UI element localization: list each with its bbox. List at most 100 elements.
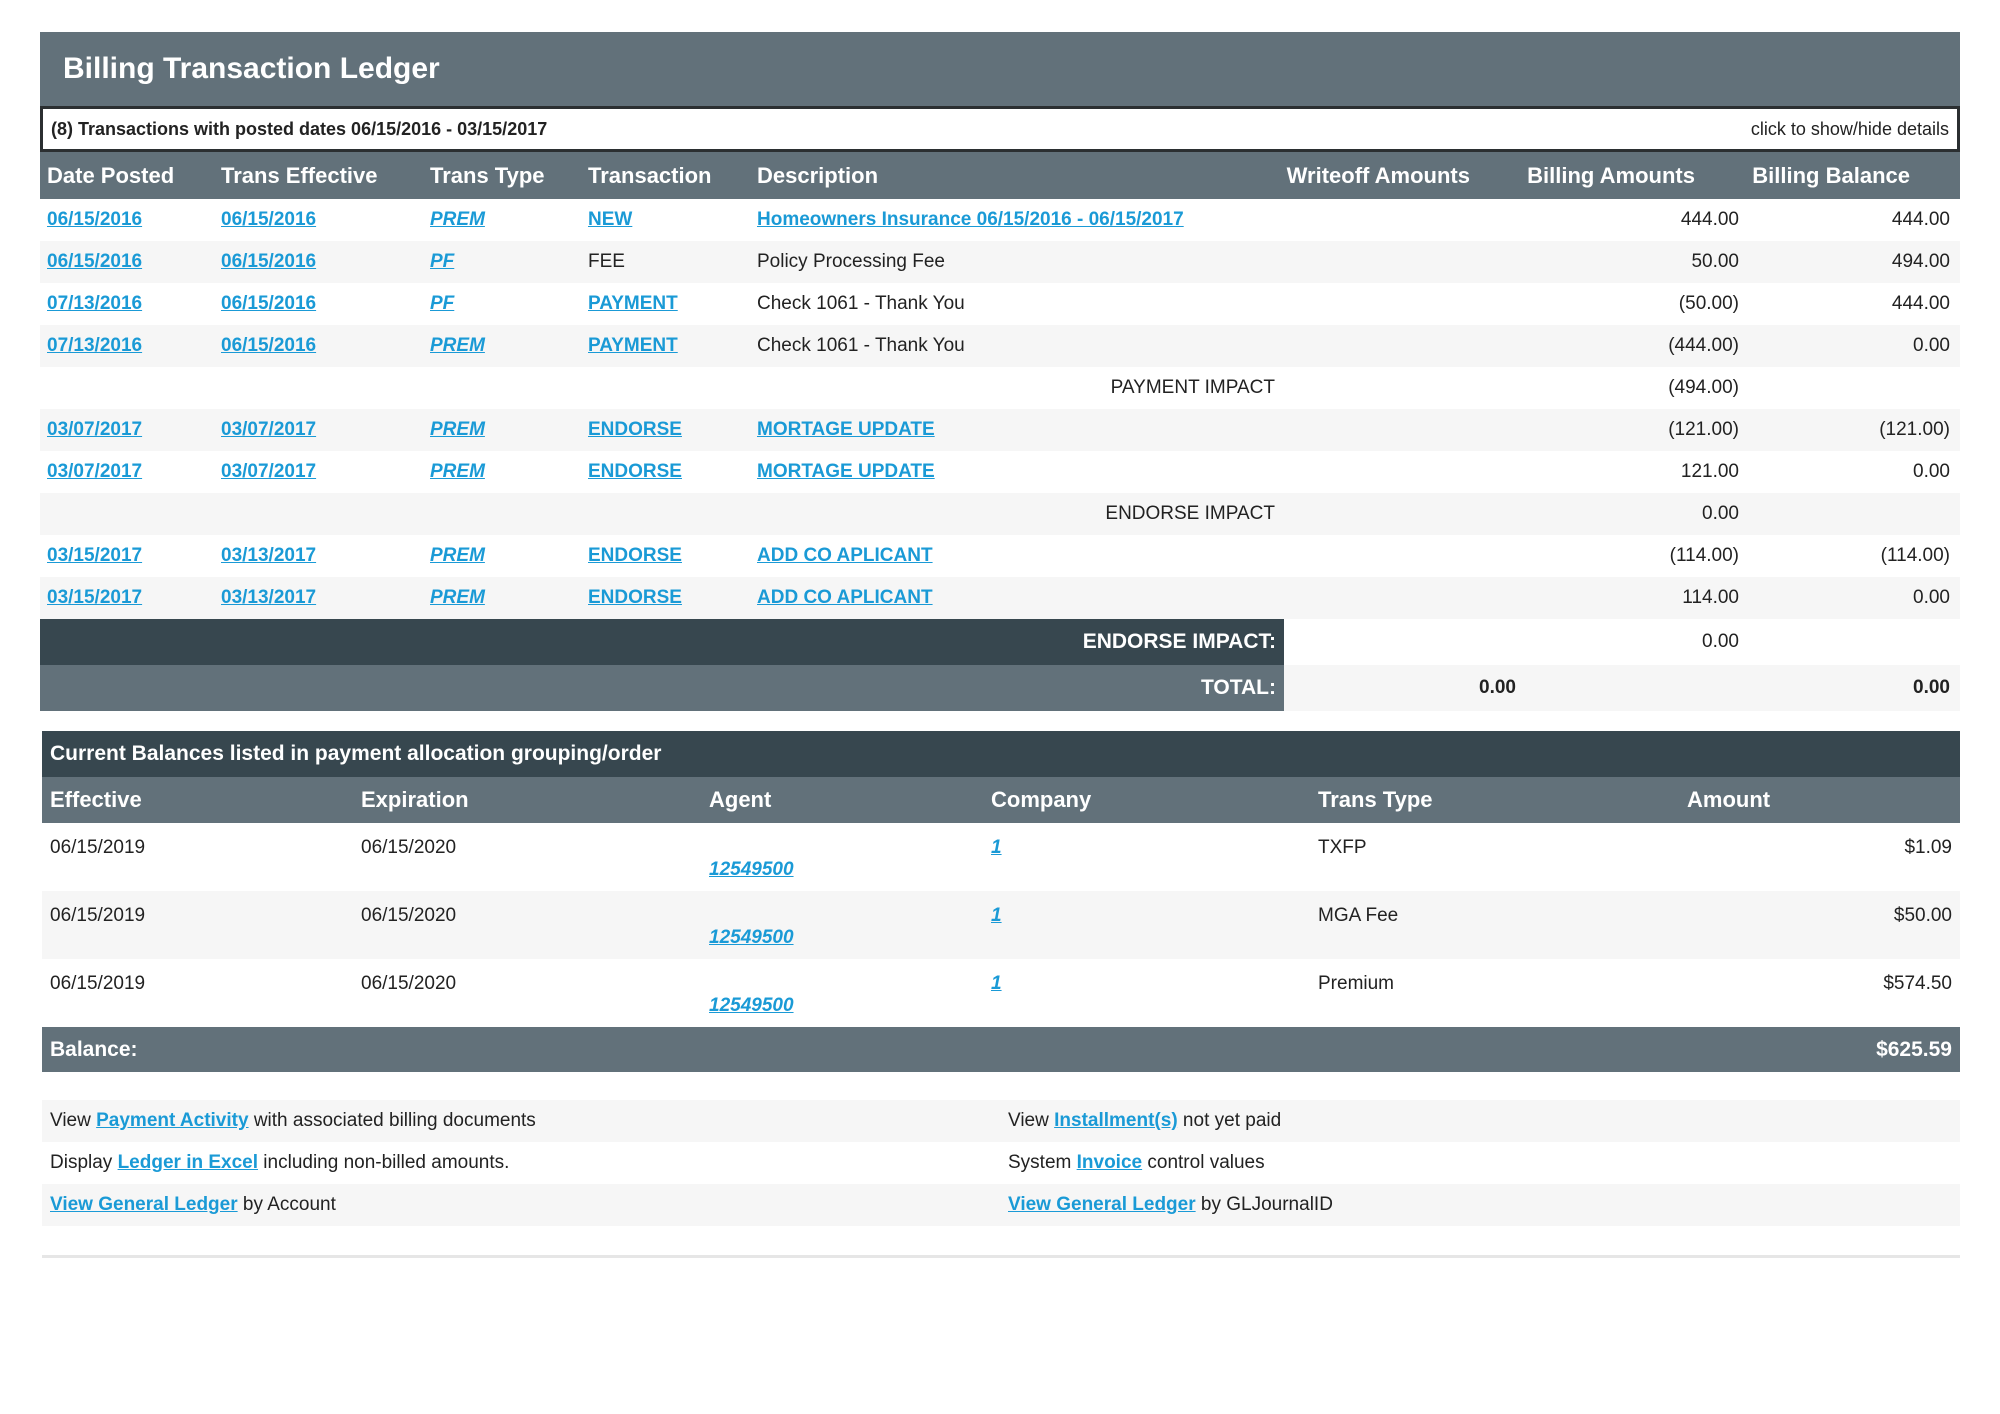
date-posted-link[interactable]: 03/07/2017 [47, 419, 143, 440]
billing-balance: 0.00 [1913, 335, 1950, 356]
col-date-posted: Date Posted [47, 163, 175, 188]
expiration: 06/15/2020 [361, 905, 457, 926]
ledger-in-excel-link[interactable]: Ledger in Excel [117, 1152, 259, 1173]
link-suffix: by Account [237, 1194, 336, 1215]
payment-activity-link[interactable]: Payment Activity [96, 1110, 249, 1131]
links-row: View Payment Activity with associated bi… [42, 1100, 1960, 1142]
view-general-ledger-link[interactable]: View General Ledger [50, 1194, 238, 1215]
amount: $574.50 [1883, 973, 1952, 994]
billing-amount: (444.00) [1668, 335, 1739, 356]
billing-balance: (114.00) [1880, 545, 1950, 566]
company-link[interactable]: 1 [991, 837, 1002, 858]
date-posted-link[interactable]: 06/15/2016 [47, 209, 143, 230]
col-trans-effective: Trans Effective [221, 163, 378, 188]
col-trans-type: Trans Type [1318, 787, 1433, 812]
impact-row: PAYMENT IMPACT (494.00) [40, 367, 1960, 409]
trans-effective-link[interactable]: 06/15/2016 [221, 335, 317, 356]
col-billing-balance: Billing Balance [1752, 163, 1910, 188]
effective: 06/15/2019 [50, 905, 146, 926]
date-posted-link[interactable]: 07/13/2016 [47, 293, 143, 314]
link-item: View General Ledger by GLJournalID [1008, 1184, 1333, 1226]
trans-effective-link[interactable]: 06/15/2016 [221, 251, 317, 272]
trans-effective-link[interactable]: 03/13/2017 [221, 545, 317, 566]
trans-type: MGA Fee [1318, 905, 1399, 926]
trans-effective-link[interactable]: 03/13/2017 [221, 587, 317, 608]
link-suffix: with associated billing documents [248, 1110, 536, 1131]
trans-type-link[interactable]: PF [430, 293, 455, 314]
transaction-link[interactable]: NEW [588, 209, 633, 230]
link-item: View Payment Activity with associated bi… [50, 1100, 536, 1142]
trans-type-link[interactable]: PREM [430, 461, 485, 482]
agent-link[interactable]: 12549500 [709, 995, 794, 1016]
description-link[interactable]: MORTAGE UPDATE [757, 461, 935, 482]
company-link[interactable]: 1 [991, 973, 1002, 994]
description-link[interactable]: ADD CO APLICANT [757, 587, 933, 608]
agent-link[interactable]: 12549500 [709, 859, 794, 880]
trans-type-link[interactable]: PREM [430, 545, 485, 566]
transactions-count: (8) Transactions with posted dates 06/15… [51, 118, 548, 139]
date-posted-link[interactable]: 07/13/2016 [47, 335, 143, 356]
view-general-ledger-link[interactable]: View General Ledger [1008, 1194, 1196, 1215]
billing-balance: 494.00 [1891, 251, 1950, 272]
transaction-link[interactable]: ENDORSE [588, 545, 682, 566]
table-row: 07/13/2016 06/15/2016 PF PAYMENT Check 1061 … [40, 283, 1960, 325]
total-summary: TOTAL: 0.00 0.00 [40, 665, 1960, 711]
toggle-details-link[interactable]: click to show/hide details [1750, 118, 1949, 139]
billing-ledger: Billing Transaction Ledger (8) Transacti… [40, 32, 1960, 711]
transaction-link[interactable]: ENDORSE [588, 461, 682, 482]
trans-type-link[interactable]: PF [430, 251, 455, 272]
col-trans-type: Trans Type [430, 163, 545, 188]
current-balances: Current Balances listed in payment alloc… [42, 731, 1960, 1072]
date-posted-link[interactable]: 03/15/2017 [47, 587, 143, 608]
date-posted-link[interactable]: 06/15/2016 [47, 251, 143, 272]
date-posted-link[interactable]: 03/15/2017 [47, 545, 143, 566]
billing-balance: 0.00 [1913, 461, 1950, 482]
transactions-summary-bar[interactable]: (8) Transactions with posted dates 06/15… [40, 106, 1960, 152]
invoice-link[interactable]: Invoice [1076, 1152, 1143, 1173]
trans-effective-link[interactable]: 06/15/2016 [221, 293, 317, 314]
transaction-link[interactable]: PAYMENT [588, 335, 678, 356]
agent-link[interactable]: 12549500 [709, 927, 794, 948]
transaction-link[interactable]: PAYMENT [588, 293, 678, 314]
col-agent: Agent [709, 787, 772, 812]
transaction: FEE [588, 251, 625, 272]
trans-type-link[interactable]: PREM [430, 419, 485, 440]
col-writeoff: Writeoff Amounts [1286, 163, 1470, 188]
trans-type-link[interactable]: PREM [430, 209, 485, 230]
balances-header: Effective Expiration Agent Company Trans… [42, 777, 1960, 823]
table-row: 06/15/2016 06/15/2016 PF FEE Policy Processi… [40, 241, 1960, 283]
total-balance: 0.00 [1913, 677, 1950, 698]
link-suffix: not yet paid [1177, 1110, 1282, 1131]
link-prefix: System [1008, 1152, 1077, 1173]
trans-effective-link[interactable]: 03/07/2017 [221, 419, 317, 440]
description-link[interactable]: ADD CO APLICANT [757, 545, 933, 566]
table-row: 03/07/2017 03/07/2017 PREM ENDORSE MORTAGE U… [40, 409, 1960, 451]
amount: $1.09 [1904, 837, 1952, 858]
ledger-header: Date Posted Trans Effective Trans Type T… [40, 152, 1960, 199]
description-link[interactable]: MORTAGE UPDATE [757, 419, 935, 440]
billing-amount: 121.00 [1680, 461, 1739, 482]
billing-balance: 0.00 [1913, 587, 1950, 608]
trans-effective-link[interactable]: 06/15/2016 [221, 209, 317, 230]
installment-s-link[interactable]: Installment(s) [1054, 1110, 1178, 1131]
transaction-link[interactable]: ENDORSE [588, 419, 682, 440]
endorse-impact-label: ENDORSE IMPACT: [1082, 630, 1276, 653]
amount: $50.00 [1893, 905, 1952, 926]
link-item: View Installment(s) not yet paid [1008, 1100, 1281, 1142]
balance-row: 06/15/2019 06/15/2020 12549500 1 MGA Fee $50.… [42, 891, 1960, 959]
expiration: 06/15/2020 [361, 973, 457, 994]
company-link[interactable]: 1 [991, 905, 1002, 926]
trans-effective-link[interactable]: 03/07/2017 [221, 461, 317, 482]
page-title: Billing Transaction Ledger [40, 32, 1960, 106]
link-prefix: View [1008, 1110, 1055, 1131]
table-row: 03/07/2017 03/07/2017 PREM ENDORSE MORTAGE U… [40, 451, 1960, 493]
col-effective: Effective [50, 787, 142, 812]
link-item: System Invoice control values [1008, 1142, 1265, 1184]
trans-type-link[interactable]: PREM [430, 587, 485, 608]
billing-balance: 444.00 [1891, 209, 1950, 230]
date-posted-link[interactable]: 03/07/2017 [47, 461, 143, 482]
trans-type-link[interactable]: PREM [430, 335, 485, 356]
transaction-link[interactable]: ENDORSE [588, 587, 682, 608]
description-link[interactable]: Homeowners Insurance 06/15/2016 - 06/15/… [757, 209, 1184, 230]
billing-amount: (114.00) [1669, 545, 1739, 566]
